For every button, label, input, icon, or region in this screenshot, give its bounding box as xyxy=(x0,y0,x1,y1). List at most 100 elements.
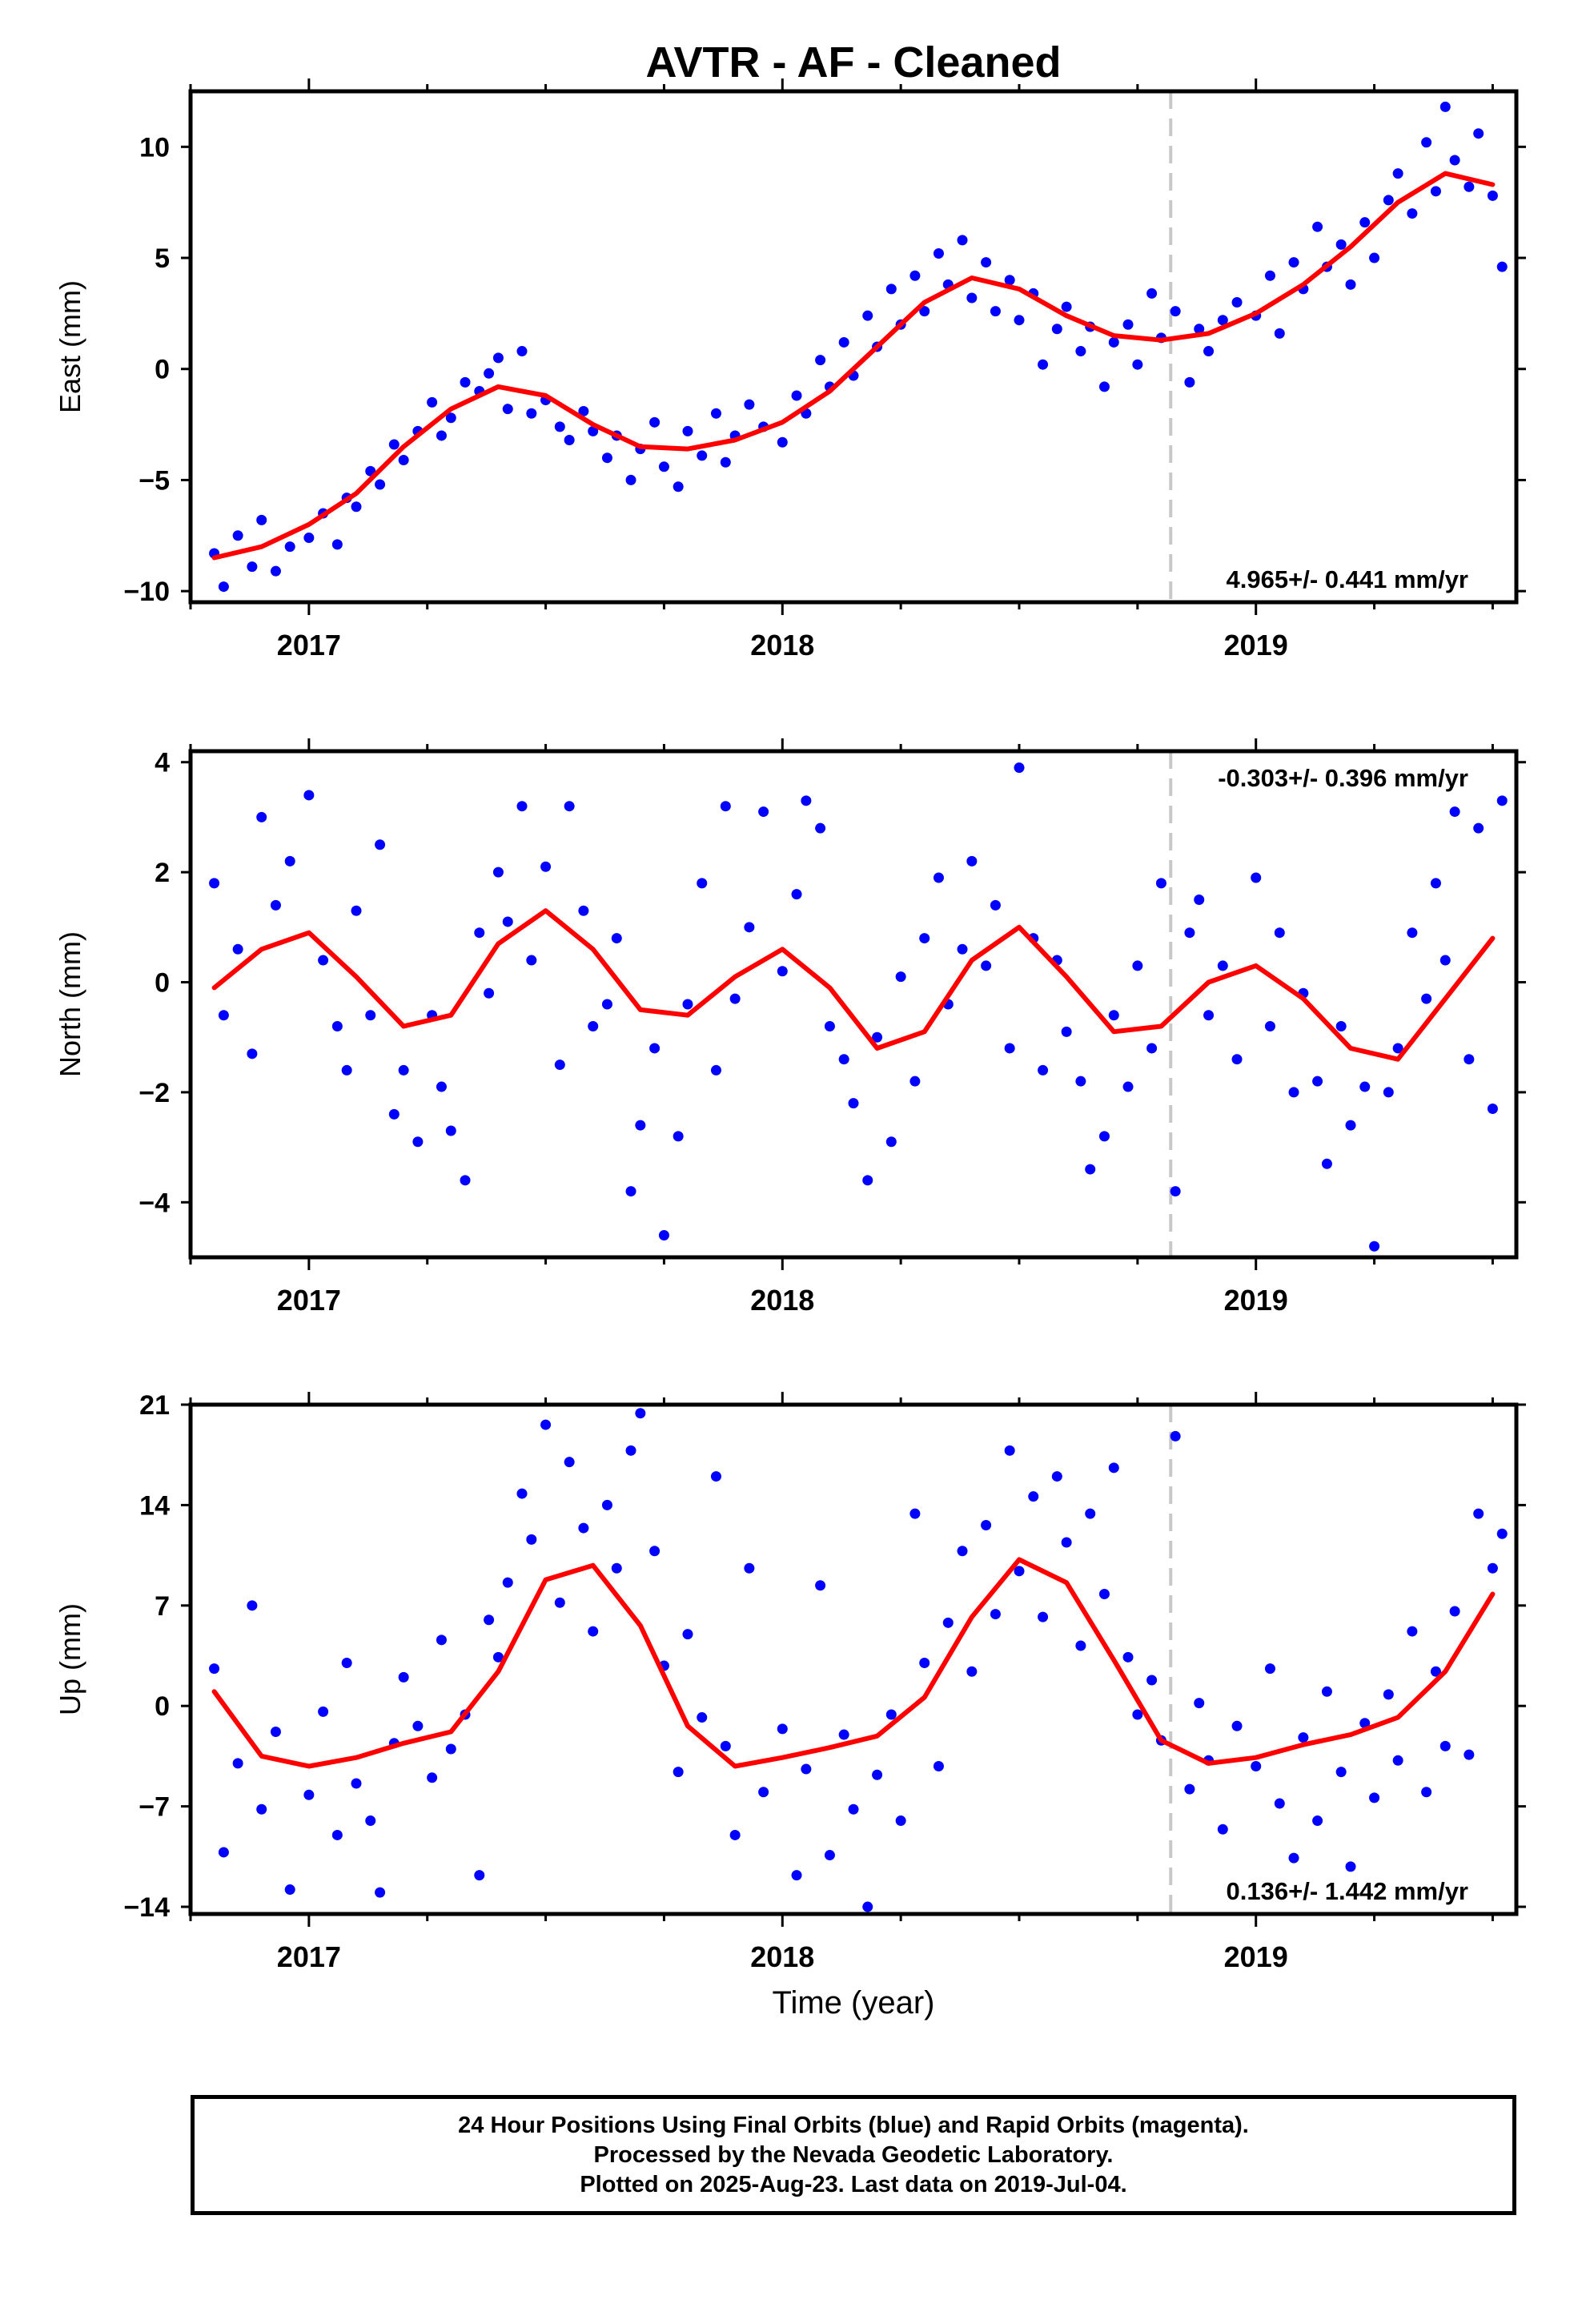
panel-2: −4 −2 0 2 4 2017 2018 2019 North (mm) -0.303+/- 0… xyxy=(54,738,1526,1317)
data-point xyxy=(791,1870,802,1881)
data-point xyxy=(1170,1186,1181,1197)
caption-line-1: 24 Hour Positions Using Final Orbits (bl… xyxy=(458,2112,1249,2138)
data-point xyxy=(351,905,362,916)
rate-label: 0.136+/- 1.442 mm/yr xyxy=(1227,1877,1468,1905)
data-point xyxy=(1430,186,1441,197)
data-point xyxy=(1288,1087,1299,1098)
data-point xyxy=(492,866,504,878)
data-point xyxy=(247,1048,258,1059)
data-point xyxy=(981,1519,992,1530)
plot-frame xyxy=(188,89,1519,605)
data-point xyxy=(1038,359,1049,370)
data-point xyxy=(682,425,693,436)
data-point xyxy=(232,1758,243,1769)
data-point xyxy=(526,408,537,419)
data-point xyxy=(516,1488,528,1499)
data-point xyxy=(218,581,229,593)
y-tick-label: −7 xyxy=(139,1792,170,1823)
x-tick-label: 2017 xyxy=(277,1284,341,1317)
data-point xyxy=(256,514,267,525)
data-point xyxy=(777,436,788,448)
data-point xyxy=(1132,359,1143,370)
data-point xyxy=(1288,1852,1299,1864)
y-axis-label: East (mm) xyxy=(54,280,86,413)
data-point xyxy=(1421,993,1432,1004)
data-point xyxy=(611,1562,622,1574)
y-tick-label: 5 xyxy=(155,243,170,274)
data-point xyxy=(460,1175,471,1186)
data-point xyxy=(872,1769,883,1780)
data-point xyxy=(554,421,565,432)
y-tick-label: 14 xyxy=(139,1490,170,1521)
data-point xyxy=(388,439,400,450)
data-point xyxy=(1231,1054,1243,1065)
data-point xyxy=(710,1064,721,1076)
data-point xyxy=(1194,324,1205,335)
data-point xyxy=(895,1815,906,1827)
data-point xyxy=(1369,1792,1380,1803)
data-point xyxy=(516,346,528,357)
data-point xyxy=(1487,1562,1498,1574)
data-point xyxy=(564,1457,575,1468)
rate-label: 4.965+/- 0.441 mm/yr xyxy=(1227,565,1468,593)
data-point xyxy=(815,1580,826,1591)
data-point xyxy=(981,960,992,971)
data-point xyxy=(895,971,906,983)
data-point xyxy=(436,430,447,441)
data-point xyxy=(1496,795,1508,806)
data-point xyxy=(474,927,485,939)
data-point xyxy=(1085,1164,1096,1175)
data-point xyxy=(777,966,788,977)
data-point xyxy=(484,368,495,379)
data-point xyxy=(1439,101,1451,112)
data-point xyxy=(1184,927,1195,939)
data-point xyxy=(649,1546,661,1557)
data-point xyxy=(1038,1611,1049,1622)
data-point xyxy=(720,456,731,468)
data-point xyxy=(1312,221,1323,232)
data-point xyxy=(1061,301,1072,312)
data-point xyxy=(919,306,930,317)
data-point xyxy=(218,1847,229,1858)
data-point xyxy=(388,1108,400,1120)
data-point xyxy=(1231,297,1243,308)
data-point xyxy=(1449,155,1460,166)
data-point xyxy=(1108,1010,1119,1021)
data-point xyxy=(578,405,589,416)
data-point xyxy=(1383,1087,1394,1098)
data-point xyxy=(554,1059,565,1071)
data-point xyxy=(697,450,708,461)
data-point xyxy=(256,1803,267,1815)
data-point xyxy=(564,435,575,446)
x-tick-label: 2019 xyxy=(1224,1940,1288,1973)
data-point xyxy=(412,1720,424,1731)
data-point xyxy=(1274,1798,1285,1809)
rate-label-background xyxy=(1219,1874,1475,1908)
data-point xyxy=(1217,1823,1228,1835)
data-point xyxy=(824,1850,835,1861)
data-point xyxy=(375,839,386,850)
x-tick-label: 2019 xyxy=(1224,629,1288,661)
data-point xyxy=(412,1136,424,1148)
data-point xyxy=(516,801,528,812)
data-point xyxy=(1231,1720,1243,1731)
data-point xyxy=(1132,1709,1143,1720)
data-point xyxy=(885,1136,897,1148)
data-point xyxy=(625,474,636,485)
data-point xyxy=(777,1723,788,1735)
data-point xyxy=(990,899,1001,911)
data-point xyxy=(1449,806,1460,818)
data-point xyxy=(445,1743,456,1755)
data-point xyxy=(885,1709,897,1720)
data-point xyxy=(1146,1043,1158,1054)
data-point xyxy=(1170,306,1181,317)
data-point xyxy=(1392,1043,1403,1054)
data-point xyxy=(838,336,849,348)
data-point xyxy=(862,1175,873,1186)
data-point xyxy=(1439,1740,1451,1751)
data-point xyxy=(1298,1732,1309,1743)
data-point xyxy=(540,1419,552,1430)
data-point xyxy=(957,1546,968,1557)
y-tick-label: 7 xyxy=(155,1591,170,1622)
data-point xyxy=(484,987,495,999)
